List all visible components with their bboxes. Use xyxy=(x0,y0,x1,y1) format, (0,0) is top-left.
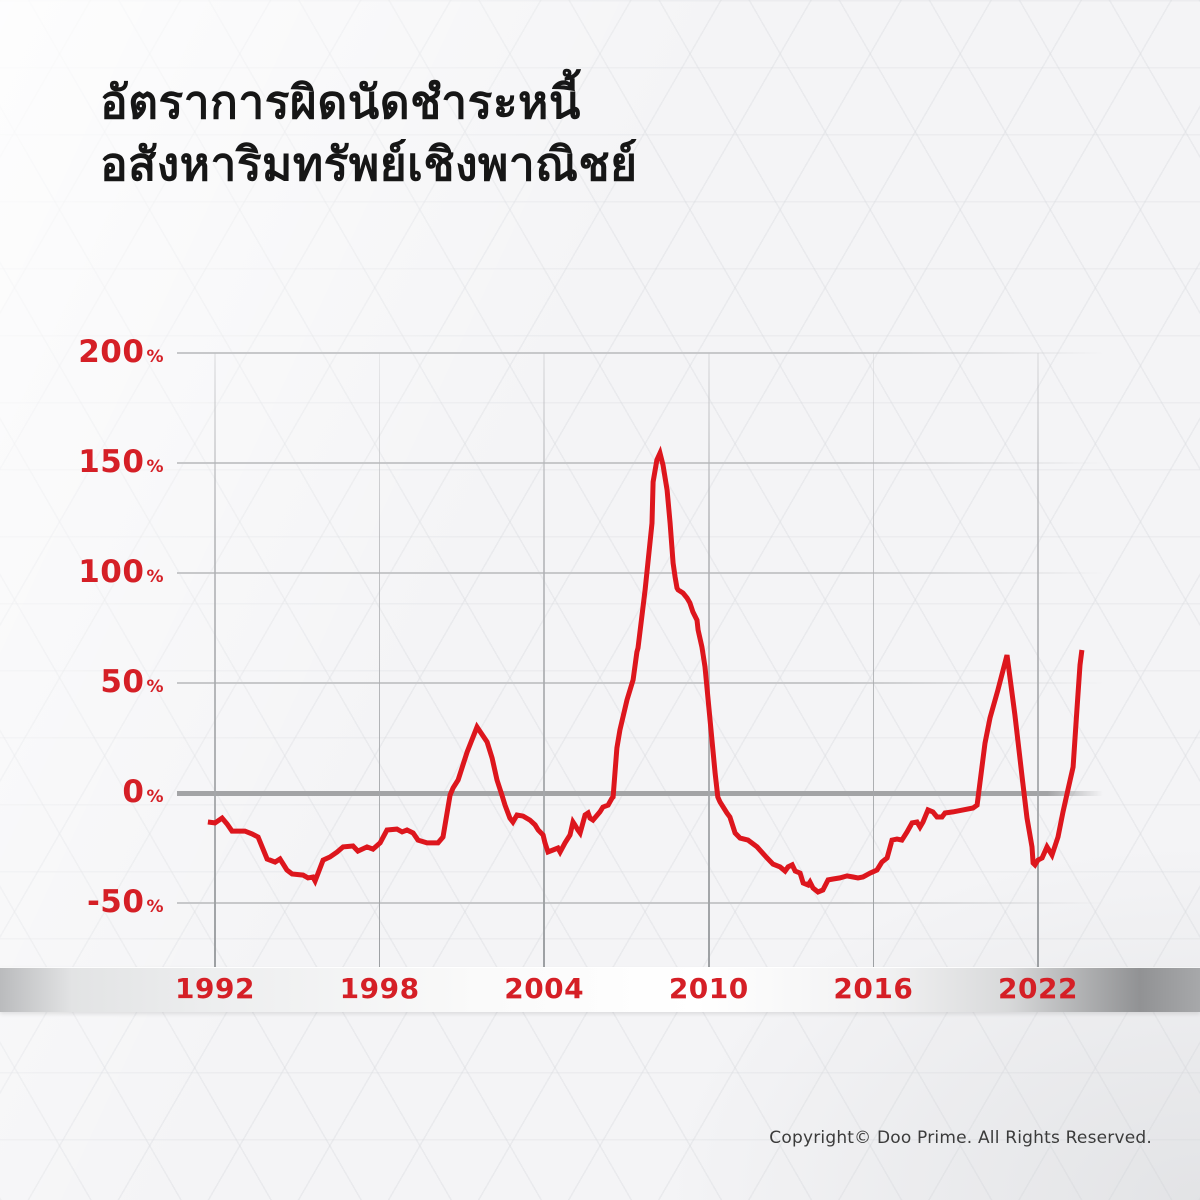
gridline-horizontal xyxy=(177,352,1105,354)
y-axis-label: 100% xyxy=(30,550,164,594)
gridline-vertical xyxy=(708,353,710,967)
x-axis-label: 2016 xyxy=(833,972,914,1005)
y-axis-unit: % xyxy=(146,347,164,367)
y-axis-unit: % xyxy=(146,567,164,587)
y-axis-label: 0% xyxy=(30,770,164,814)
y-axis-unit: % xyxy=(146,897,164,917)
x-axis-label: 2004 xyxy=(504,972,585,1005)
x-axis-label: 2010 xyxy=(668,972,749,1005)
gridline-vertical xyxy=(1037,353,1039,967)
chart-title-line-2: อสังหาริมทรัพย์เชิงพาณิชย์ xyxy=(100,136,638,191)
chart-title-line-1: อัตราการผิดนัดชำระหนี้ xyxy=(100,75,581,129)
y-axis-tick-value: -50 xyxy=(86,884,145,920)
gridline-vertical xyxy=(872,353,875,967)
chart-title: อัตราการผิดนัดชำระหนี้ อสังหาริมทรัพย์เช… xyxy=(100,72,638,195)
gridline-vertical xyxy=(378,353,381,967)
y-axis-label: 50% xyxy=(30,660,164,704)
gridline-vertical xyxy=(214,353,216,967)
y-axis-label: 200% xyxy=(30,330,164,374)
y-axis-tick-value: 50 xyxy=(100,664,145,700)
gridline-horizontal xyxy=(177,902,1105,904)
y-axis-tick-value: 150 xyxy=(78,444,145,480)
gridline-vertical xyxy=(543,353,545,967)
y-axis-unit: % xyxy=(146,457,164,477)
x-axis-label: 1992 xyxy=(175,972,255,1005)
x-axis-label: 1998 xyxy=(339,972,420,1005)
x-axis-label: 2022 xyxy=(998,972,1078,1005)
delinquency-rate-line xyxy=(207,445,1085,895)
zero-gridline xyxy=(177,790,1103,796)
gridline-horizontal xyxy=(177,572,1105,574)
y-axis-tick-value: 0 xyxy=(122,774,145,810)
copyright-text: Copyright© Doo Prime. All Rights Reserve… xyxy=(769,1128,1152,1148)
y-axis-tick-value: 200 xyxy=(78,334,145,370)
y-axis-label: -50% xyxy=(30,880,164,924)
y-axis-unit: % xyxy=(146,677,164,697)
y-axis-label: 150% xyxy=(30,440,164,484)
y-axis-tick-value: 100 xyxy=(78,554,145,590)
gridline-horizontal xyxy=(177,682,1105,684)
gridline-horizontal xyxy=(177,462,1105,464)
y-axis-unit: % xyxy=(146,787,164,807)
x-axis-band xyxy=(0,967,1200,1012)
